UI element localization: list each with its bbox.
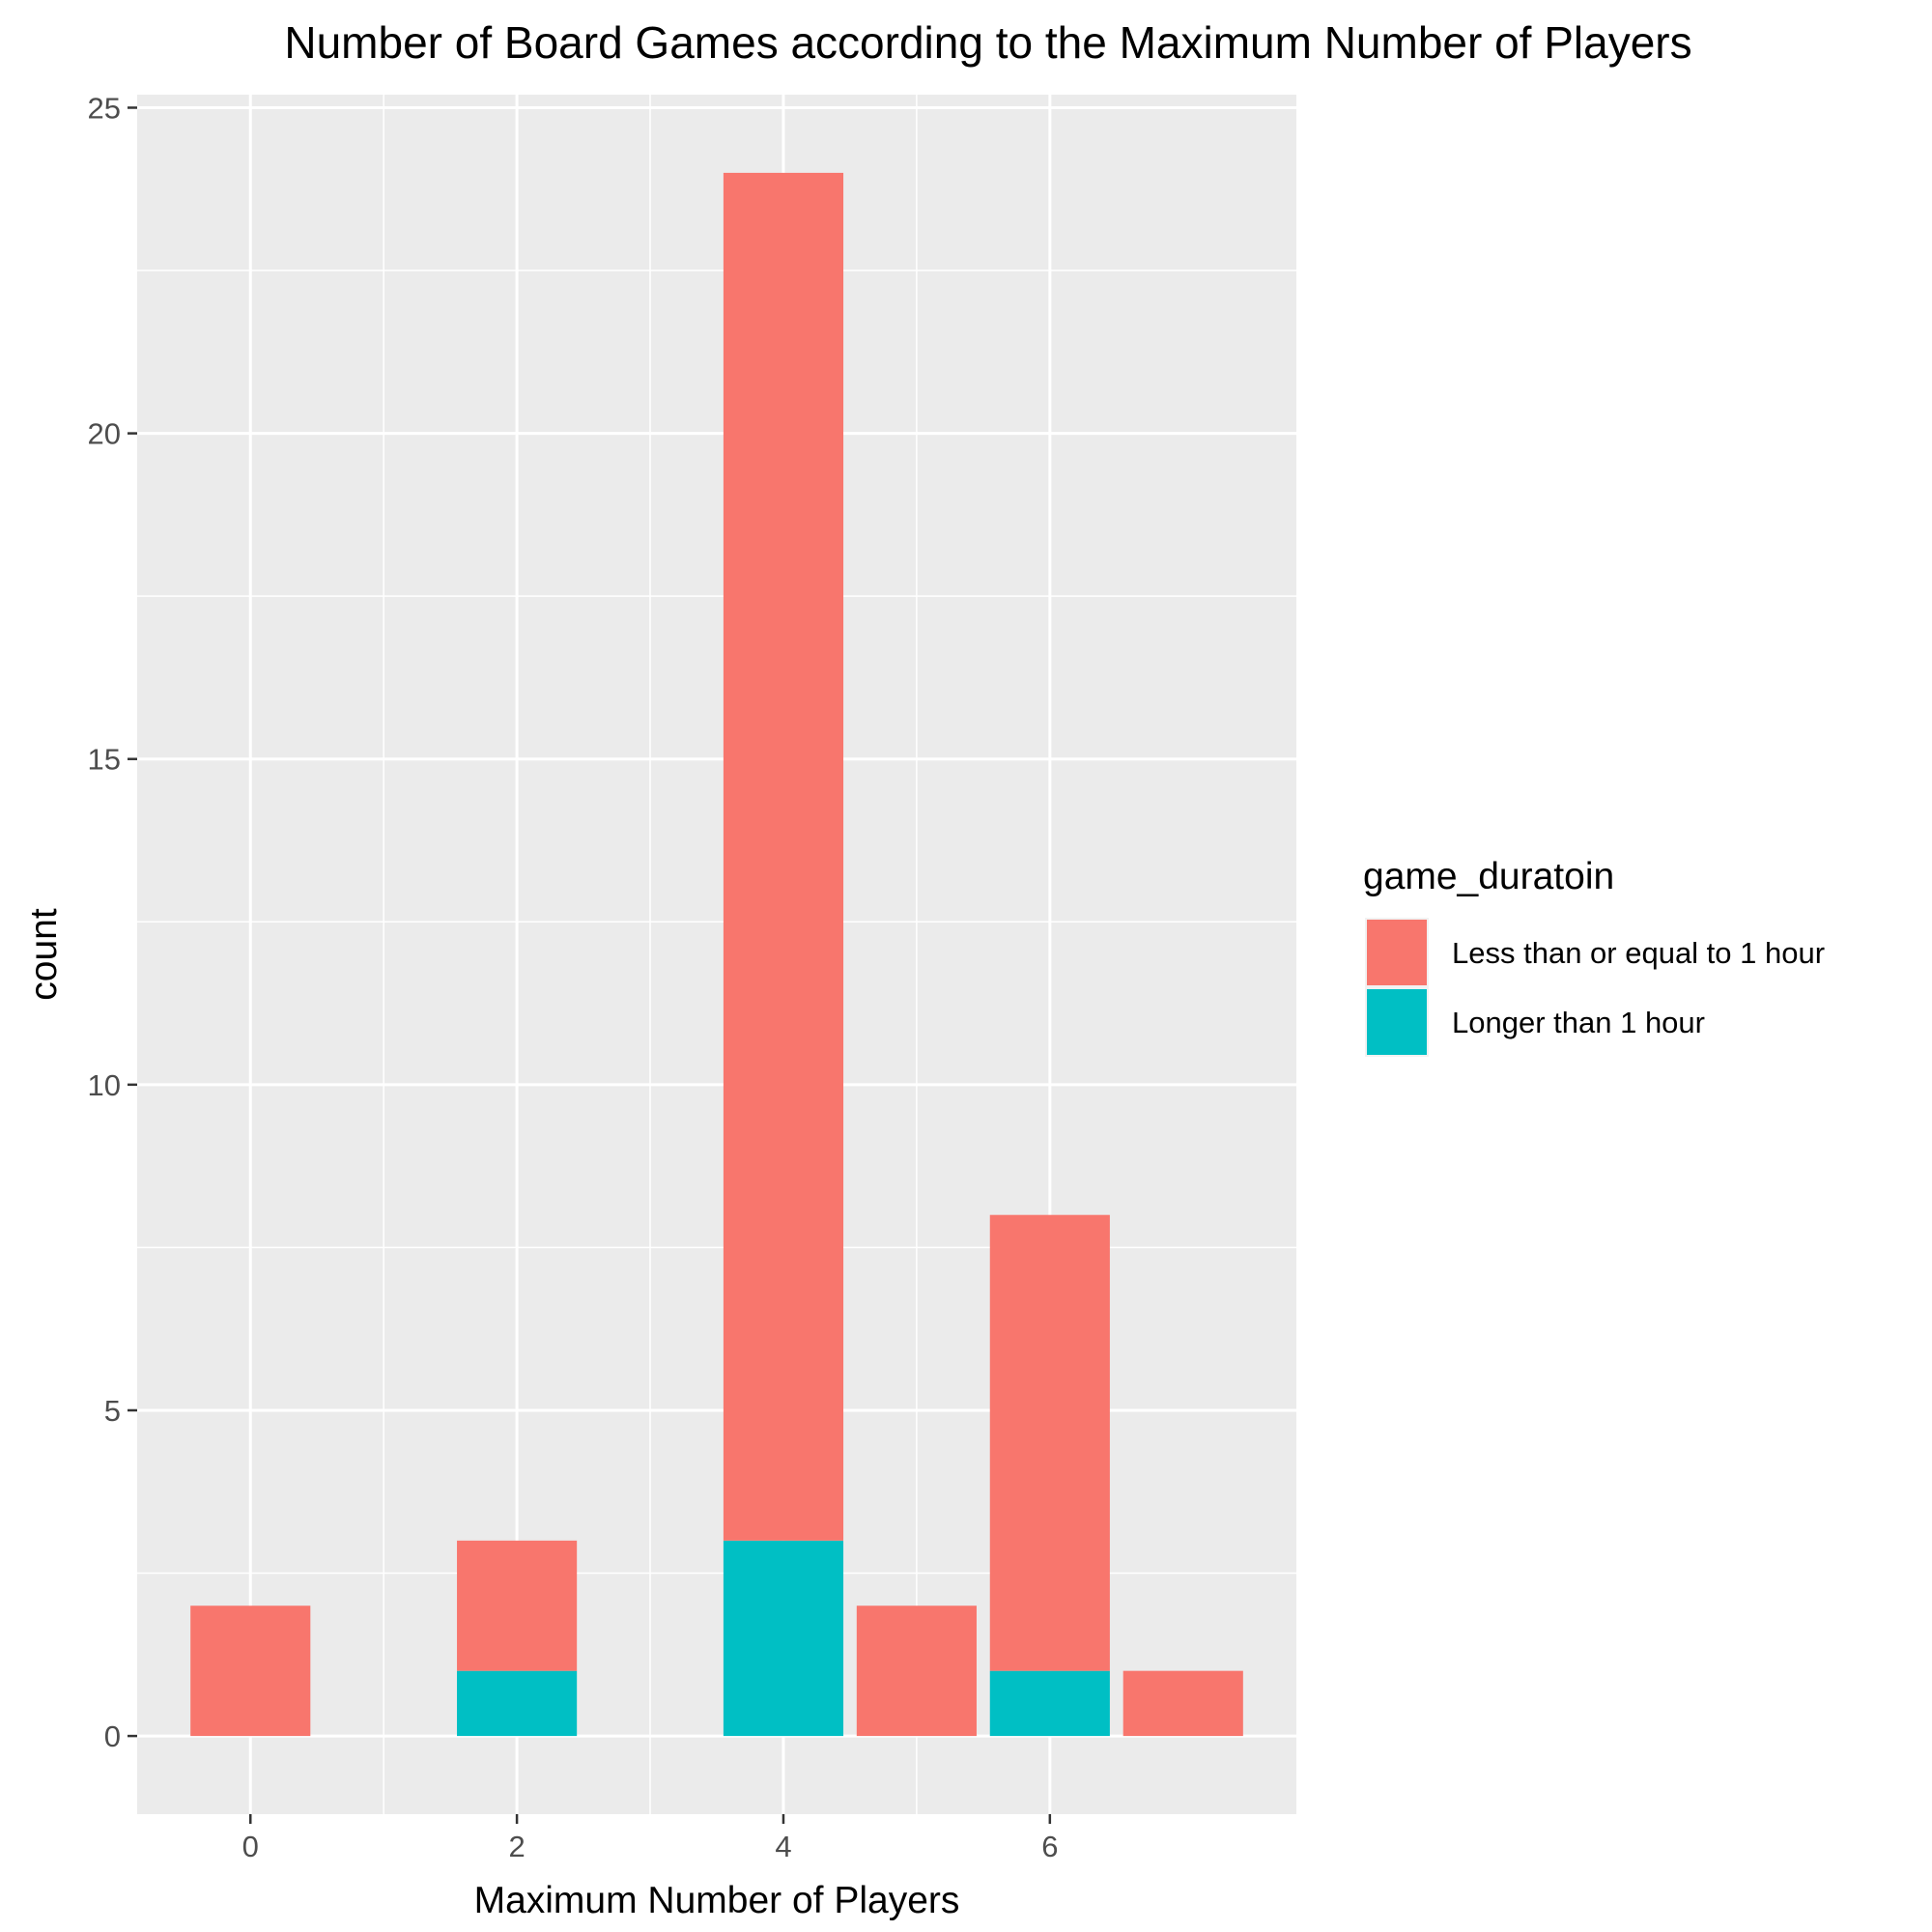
chart-title: Number of Board Games according to the M… bbox=[284, 17, 1691, 68]
y-tick-label: 5 bbox=[104, 1394, 121, 1428]
x-tick-label: 4 bbox=[775, 1830, 791, 1863]
x-tick-label: 6 bbox=[1041, 1830, 1058, 1863]
plot-panel bbox=[137, 95, 1296, 1814]
bar-segment bbox=[989, 1214, 1110, 1671]
legend-label: Longer than 1 hour bbox=[1452, 1006, 1705, 1039]
legend: game_duratoin Less than or equal to 1 ho… bbox=[1363, 856, 1825, 1057]
bar-segment bbox=[723, 172, 844, 1541]
x-axis-title: Maximum Number of Players bbox=[474, 1880, 960, 1921]
bar-segment bbox=[1122, 1670, 1243, 1737]
x-tick-label: 2 bbox=[508, 1830, 525, 1863]
y-tick-label: 20 bbox=[88, 417, 121, 451]
y-tick-label: 15 bbox=[88, 743, 121, 777]
y-axis: 0 5 10 15 20 25 bbox=[88, 91, 137, 1753]
legend-entries: Less than or equal to 1 hour Longer than … bbox=[1365, 918, 1825, 1057]
y-tick-label: 0 bbox=[104, 1719, 121, 1753]
bar-segment bbox=[856, 1605, 977, 1737]
bar-segment bbox=[190, 1605, 311, 1737]
y-axis-title: count bbox=[23, 908, 65, 1001]
legend-label: Less than or equal to 1 hour bbox=[1452, 936, 1825, 970]
x-axis: 0 2 4 6 bbox=[242, 1814, 1058, 1863]
bar-segment bbox=[723, 1540, 844, 1737]
legend-key bbox=[1367, 920, 1427, 985]
y-tick-label: 10 bbox=[88, 1068, 121, 1102]
bar-segment bbox=[457, 1670, 578, 1737]
legend-title: game_duratoin bbox=[1363, 856, 1614, 897]
legend-key bbox=[1367, 989, 1427, 1055]
x-tick-label: 0 bbox=[242, 1830, 259, 1863]
bars bbox=[190, 172, 1243, 1737]
minor-gridlines bbox=[137, 95, 1296, 1814]
bar-segment bbox=[989, 1670, 1110, 1737]
y-tick-label: 25 bbox=[88, 91, 121, 125]
bar-segment bbox=[457, 1540, 578, 1671]
